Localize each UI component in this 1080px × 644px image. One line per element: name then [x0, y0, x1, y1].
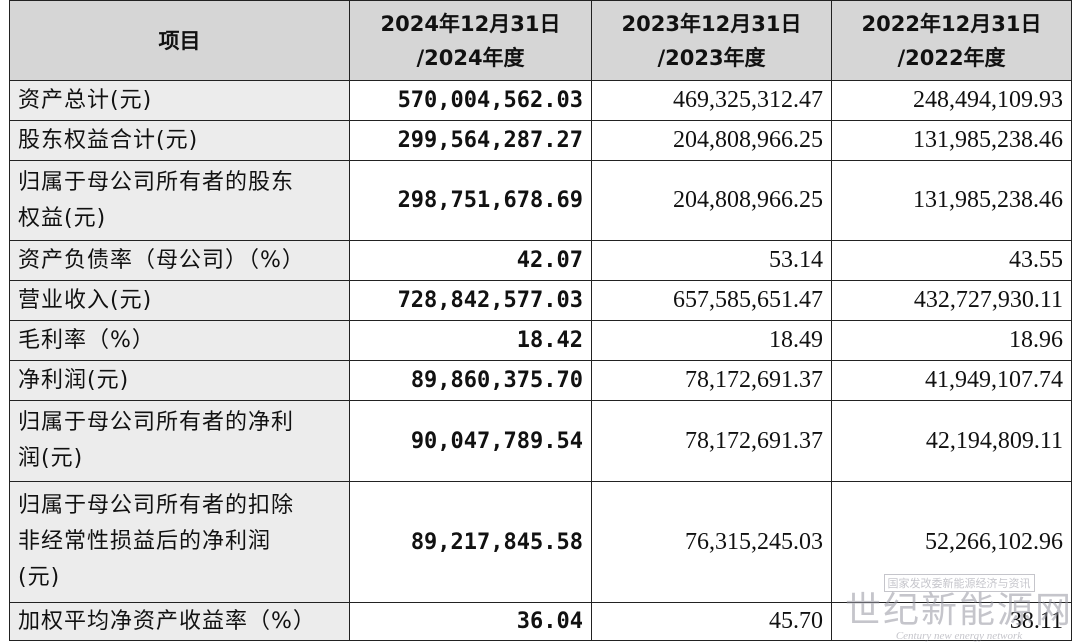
- value-2023: 469,325,312.47: [591, 80, 832, 121]
- value-2023: 78,172,691.37: [591, 360, 832, 401]
- row-label: 归属于母公司所有者的股东 权益(元): [9, 160, 350, 241]
- value-2024: 18.42: [349, 320, 592, 361]
- table-row: 毛利率（%） 18.42 18.49 18.96: [9, 320, 1072, 361]
- header-2022: 2022年12月31日/2022年度: [831, 0, 1072, 81]
- row-label: 毛利率（%）: [9, 320, 350, 361]
- value-2024: 36.04: [349, 602, 592, 641]
- table-row: 资产总计(元) 570,004,562.03 469,325,312.47 24…: [9, 80, 1072, 121]
- row-label: 营业收入(元): [9, 280, 350, 321]
- value-2022: 18.96: [831, 320, 1072, 361]
- value-2024: 728,842,577.03: [349, 280, 592, 321]
- value-2022: 38.11: [831, 602, 1072, 641]
- value-2024: 89,860,375.70: [349, 360, 592, 401]
- row-label: 资产总计(元): [9, 80, 350, 121]
- row-label: 净利润(元): [9, 360, 350, 401]
- value-2024: 90,047,789.54: [349, 400, 592, 482]
- value-2022: 248,494,109.93: [831, 80, 1072, 121]
- value-2023: 18.49: [591, 320, 832, 361]
- value-2023: 204,808,966.25: [591, 120, 832, 161]
- row-label: 加权平均净资产收益率（%）: [9, 602, 350, 641]
- value-2022: 42,194,809.11: [831, 400, 1072, 482]
- financial-table: 项目 2024年12月31日/2024年度 2023年12月31日/2023年度…: [9, 0, 1072, 641]
- table-row: 归属于母公司所有者的净利 润(元) 90,047,789.54 78,172,69…: [9, 400, 1072, 482]
- table-row: 加权平均净资产收益率（%） 36.04 45.70 38.11: [9, 602, 1072, 641]
- value-2023: 657,585,651.47: [591, 280, 832, 321]
- value-2022: 43.55: [831, 240, 1072, 281]
- table-row: 股东权益合计(元) 299,564,287.27 204,808,966.25 …: [9, 120, 1072, 161]
- value-2022: 52,266,102.96: [831, 481, 1072, 603]
- value-2022: 131,985,238.46: [831, 120, 1072, 161]
- table-row: 净利润(元) 89,860,375.70 78,172,691.37 41,94…: [9, 360, 1072, 401]
- header-row: 项目 2024年12月31日/2024年度 2023年12月31日/2023年度…: [9, 0, 1072, 81]
- value-2024: 298,751,678.69: [349, 160, 592, 241]
- header-2023: 2023年12月31日/2023年度: [591, 0, 832, 81]
- table-row: 归属于母公司所有者的扣除 非经常性损益后的净利润 (元) 89,217,845.58…: [9, 481, 1072, 603]
- table-row: 归属于母公司所有者的股东 权益(元) 298,751,678.69 204,808…: [9, 160, 1072, 241]
- value-2022: 131,985,238.46: [831, 160, 1072, 241]
- value-2023: 204,808,966.25: [591, 160, 832, 241]
- row-label: 股东权益合计(元): [9, 120, 350, 161]
- value-2024: 570,004,562.03: [349, 80, 592, 121]
- value-2024: 89,217,845.58: [349, 481, 592, 603]
- header-2024: 2024年12月31日/2024年度: [349, 0, 592, 81]
- value-2023: 53.14: [591, 240, 832, 281]
- value-2023: 45.70: [591, 602, 832, 641]
- table-row: 资产负债率（母公司）（%） 42.07 53.14 43.55: [9, 240, 1072, 281]
- value-2023: 76,315,245.03: [591, 481, 832, 603]
- value-2024: 299,564,287.27: [349, 120, 592, 161]
- value-2022: 432,727,930.11: [831, 280, 1072, 321]
- value-2022: 41,949,107.74: [831, 360, 1072, 401]
- table-row: 营业收入(元) 728,842,577.03 657,585,651.47 43…: [9, 280, 1072, 321]
- row-label: 归属于母公司所有者的净利 润(元): [9, 400, 350, 482]
- header-item: 项目: [9, 0, 350, 81]
- row-label: 归属于母公司所有者的扣除 非经常性损益后的净利润 (元): [9, 481, 350, 603]
- row-label: 资产负债率（母公司）（%）: [9, 240, 350, 281]
- value-2023: 78,172,691.37: [591, 400, 832, 482]
- value-2024: 42.07: [349, 240, 592, 281]
